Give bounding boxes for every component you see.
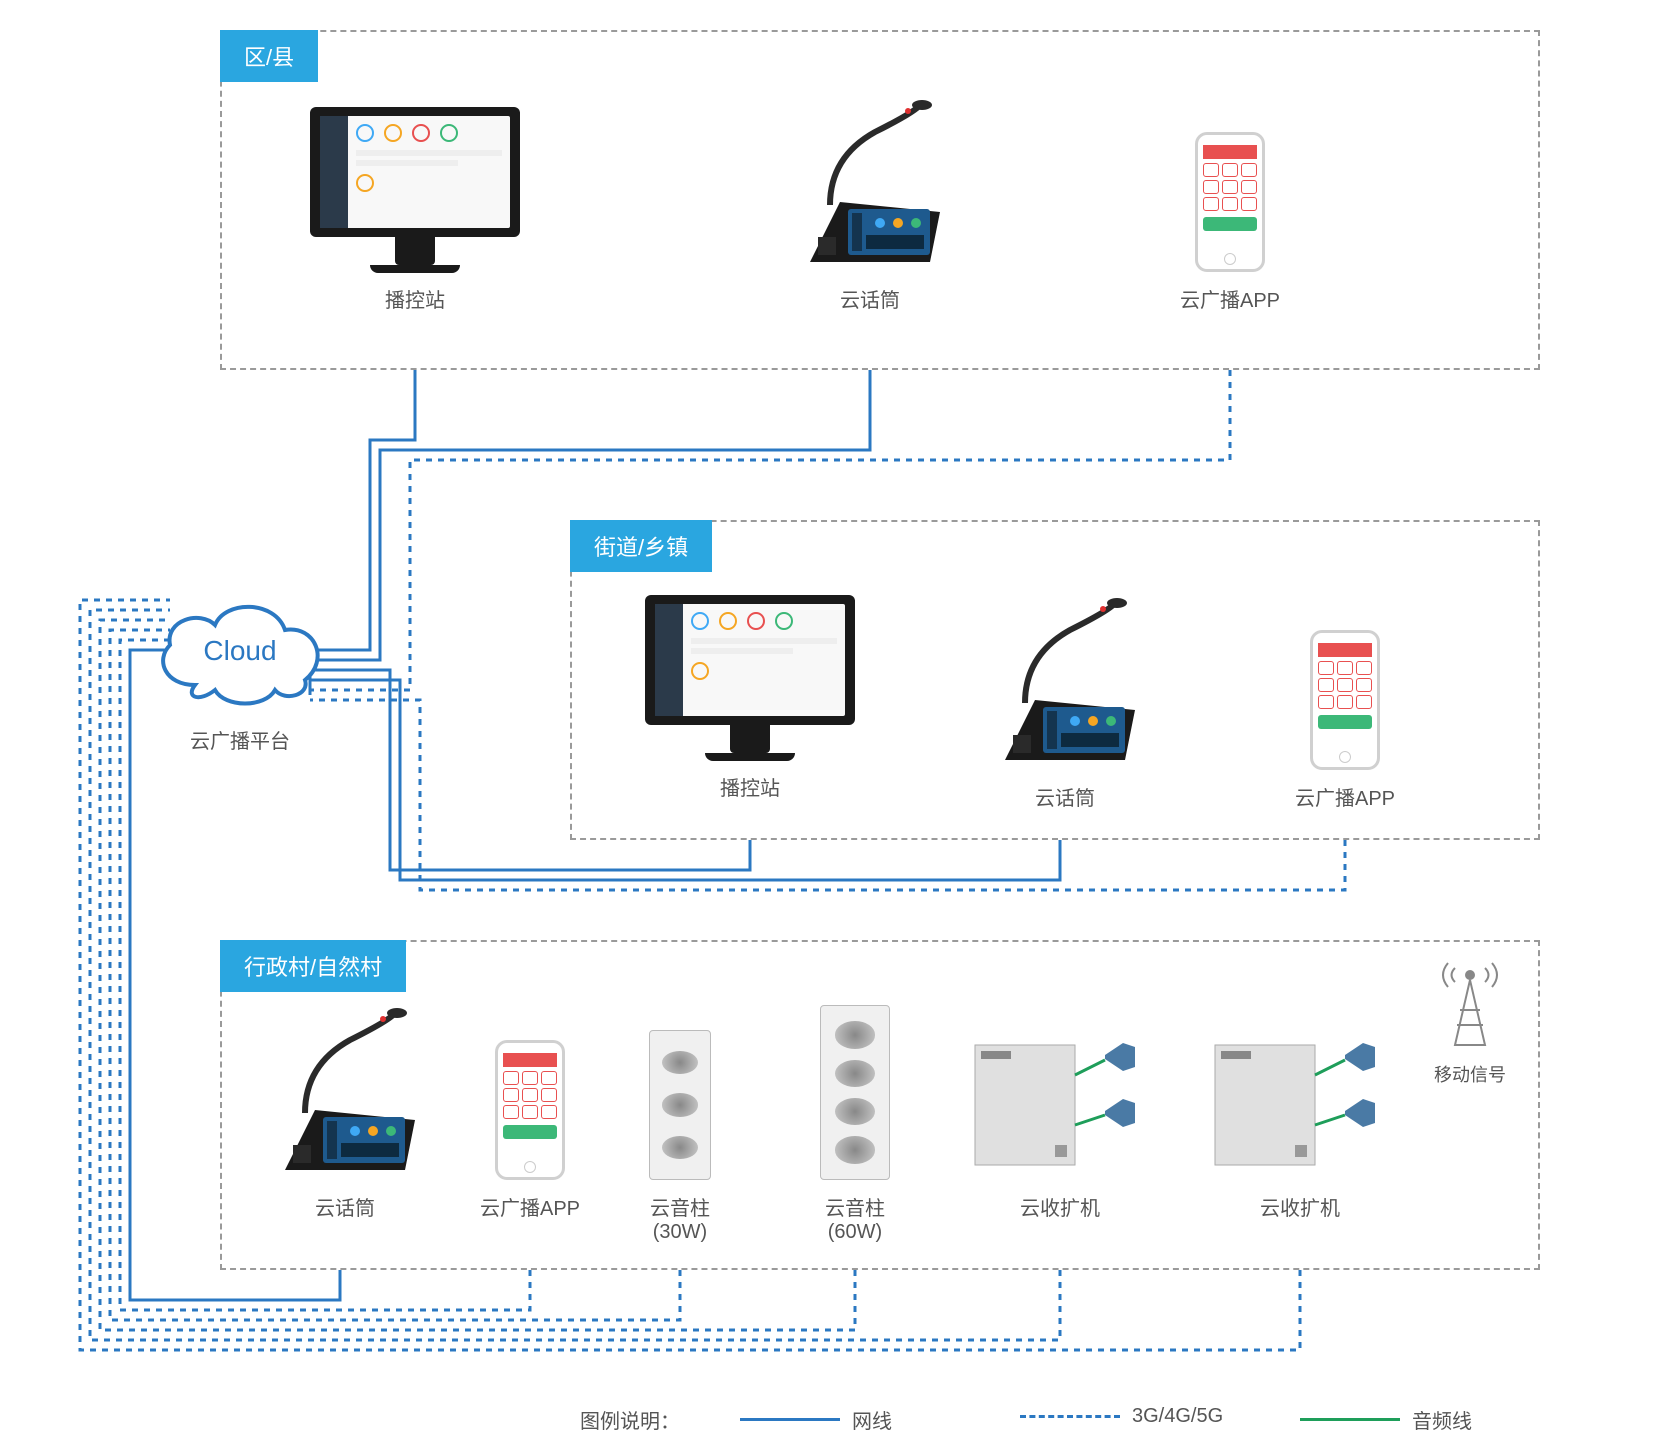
device-label: 云话筒 xyxy=(770,284,970,313)
tier-tab: 街道/乡镇 xyxy=(570,520,712,572)
device-label: 云广播APP xyxy=(1140,284,1320,313)
device-t2-app: 云广播APP xyxy=(1260,580,1430,811)
phone-app-icon xyxy=(1310,630,1380,770)
legend-item: 3G/4G/5G xyxy=(1020,1405,1223,1428)
device-t3-amp1: 云收扩机 xyxy=(960,990,1160,1221)
device-t3-amp2: 云收扩机 xyxy=(1200,990,1400,1221)
device-label: 云话筒 xyxy=(970,782,1160,811)
device-label: 云话筒 xyxy=(255,1192,435,1221)
device-label: 云广播APP xyxy=(455,1192,605,1221)
device-t2-monitor: 播控站 xyxy=(640,570,860,801)
device-t3-app: 云广播APP xyxy=(455,990,605,1221)
mic-console-icon xyxy=(975,595,1155,770)
legend-label: 网线 xyxy=(852,1405,892,1434)
device-label: 云广播APP xyxy=(1260,782,1430,811)
device-t1-mic: 云话筒 xyxy=(770,82,970,313)
amplifier-icon xyxy=(965,1025,1155,1180)
device-label: 播控站 xyxy=(300,284,530,313)
amplifier-icon xyxy=(1205,1025,1395,1180)
cloud-node: Cloud 云广播平台 xyxy=(140,590,340,754)
legend-item: 网线 xyxy=(740,1405,892,1434)
device-t1-app: 云广播APP xyxy=(1140,82,1320,313)
device-t1-monitor: 播控站 xyxy=(300,82,530,313)
cloud-text: Cloud xyxy=(203,635,276,666)
phone-app-icon xyxy=(495,1040,565,1180)
monitor-icon xyxy=(645,595,855,760)
tier-tab: 区/县 xyxy=(220,30,318,82)
tower-icon xyxy=(1430,960,1510,1050)
device-sublabel: (60W) xyxy=(790,1221,920,1244)
cloud-label: 云广播平台 xyxy=(140,725,340,754)
tier-tab: 行政村/自然村 xyxy=(220,940,406,992)
mobile-tower: 移动信号 xyxy=(1420,960,1520,1087)
diagram-canvas: Cloud 云广播平台 区/县 播控站 xyxy=(0,0,1667,1445)
device-label: 云音柱 xyxy=(790,1192,920,1221)
legend-item: 音频线 xyxy=(1300,1405,1472,1434)
legend-title: 图例说明： xyxy=(580,1405,680,1434)
legend: 图例说明： xyxy=(580,1405,680,1434)
legend-line-icon xyxy=(740,1418,840,1421)
tower-label: 移动信号 xyxy=(1420,1061,1520,1087)
speaker-30w-icon xyxy=(649,1030,711,1180)
device-label: 云收扩机 xyxy=(1200,1192,1400,1221)
speaker-60w-icon xyxy=(820,1005,890,1180)
device-label: 播控站 xyxy=(640,772,860,801)
device-t3-mic: 云话筒 xyxy=(255,990,435,1221)
device-label: 云音柱 xyxy=(615,1192,745,1221)
legend-line-icon xyxy=(1020,1415,1120,1418)
device-sublabel: (30W) xyxy=(615,1221,745,1244)
monitor-icon xyxy=(310,107,520,272)
mic-console-icon xyxy=(780,97,960,272)
device-t3-spk30: 云音柱(30W) xyxy=(615,990,745,1244)
device-t3-spk60: 云音柱(60W) xyxy=(790,990,920,1244)
legend-label: 音频线 xyxy=(1412,1405,1472,1434)
cloud-icon: Cloud xyxy=(145,590,335,710)
mic-console-icon xyxy=(255,1005,435,1180)
phone-app-icon xyxy=(1195,132,1265,272)
legend-line-icon xyxy=(1300,1418,1400,1421)
device-label: 云收扩机 xyxy=(960,1192,1160,1221)
legend-label: 3G/4G/5G xyxy=(1132,1405,1223,1428)
device-t2-mic: 云话筒 xyxy=(970,580,1160,811)
